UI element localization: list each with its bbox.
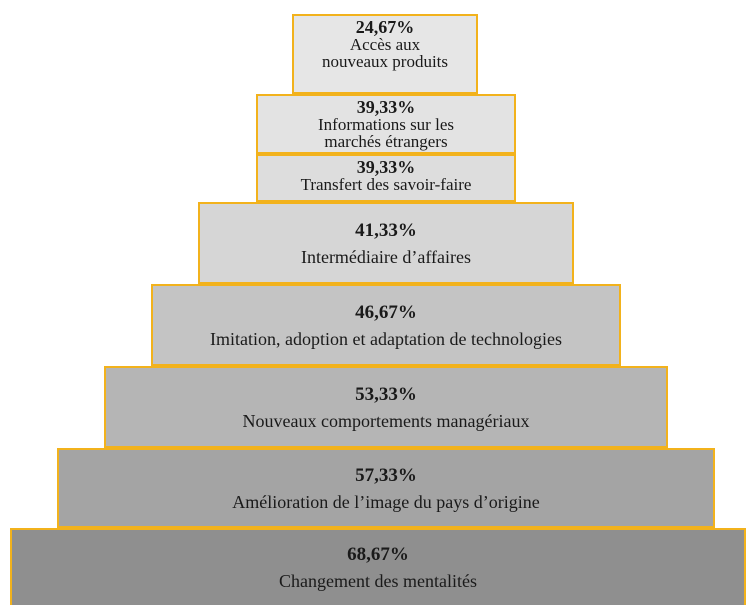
pyramid-level-1: 24,67% Accès aux nouveaux produits	[292, 14, 478, 94]
level-percent: 41,33%	[355, 219, 417, 241]
level-percent: 39,33%	[356, 157, 416, 177]
level-label: Amélioration de l’image du pays d’origin…	[232, 491, 540, 512]
pyramid-level-8: 68,67% Changement des mentalités	[10, 528, 746, 605]
level-label: Transfert des savoir-faire	[300, 175, 472, 194]
pyramid-level-6: 53,33% Nouveaux comportements managériau…	[104, 366, 668, 448]
level-percent: 68,67%	[347, 544, 409, 565]
level-percent: 39,33%	[356, 97, 416, 117]
pyramid-level-4: 41,33% Intermédiaire d’affaires	[198, 202, 574, 284]
pyramid-level-3: 39,33% Transfert des savoir-faire	[256, 154, 516, 202]
level-label: Intermédiaire d’affaires	[300, 246, 472, 267]
level-percent: 24,67%	[355, 17, 415, 37]
level-label: Changement des mentalités	[279, 571, 477, 591]
level-label: Imitation, adoption et adaptation de tec…	[210, 328, 562, 349]
pyramid-level-7: 57,33% Amélioration de l’image du pays d…	[57, 448, 715, 528]
level-label: Nouveaux comportements managériaux	[242, 410, 530, 431]
level-percent: 57,33%	[355, 464, 417, 486]
level-percent: 46,67%	[355, 301, 417, 323]
pyramid-level-5: 46,67% Imitation, adoption et adaptation…	[151, 284, 621, 366]
level-percent: 53,33%	[355, 383, 417, 405]
level-label: Accès aux nouveaux produits	[321, 35, 449, 71]
level-label: Informations sur les marchés étrangers	[318, 115, 454, 151]
pyramid-level-2: 39,33% Informations sur les marchés étra…	[256, 94, 516, 154]
